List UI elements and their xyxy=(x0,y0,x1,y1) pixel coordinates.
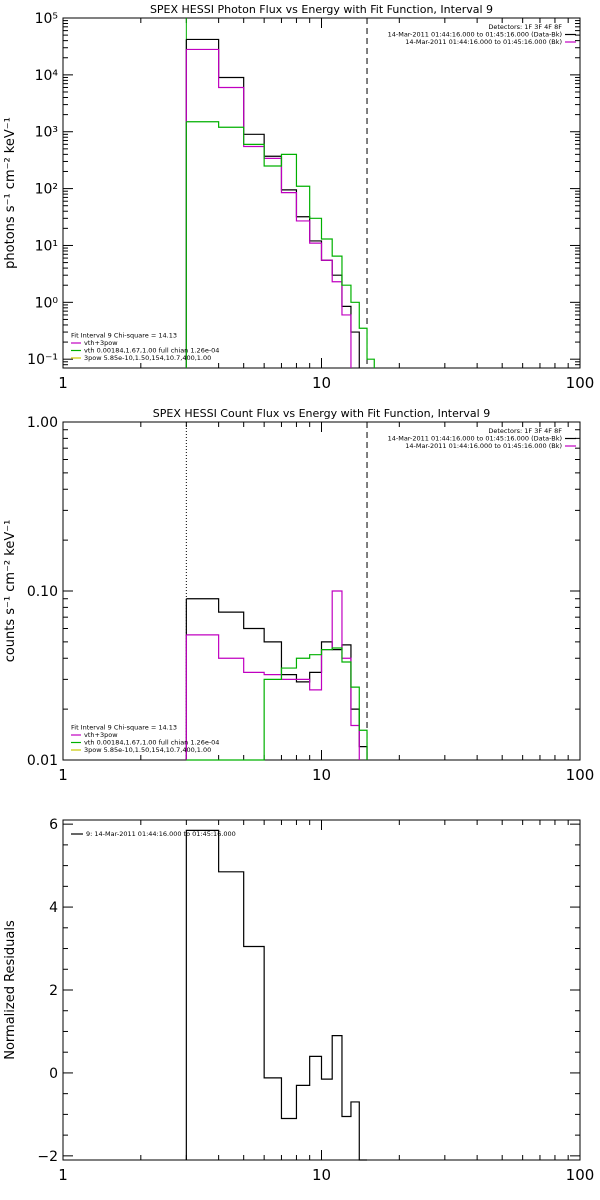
x-tick-label: 1 xyxy=(58,766,68,784)
y-tick-label: 0 xyxy=(49,1066,58,1082)
y-tick-label: 10² xyxy=(35,182,58,198)
legend-entry: 14-Mar-2011 01:44:16.000 to 01:45:16.000… xyxy=(405,442,562,450)
legend-entry: 14-Mar-2011 01:44:16.000 to 01:45:16.000… xyxy=(388,435,562,443)
plot-frame xyxy=(62,819,581,1161)
legend-entry: Detectors: 1F 3F 4F 8F xyxy=(488,427,562,435)
y-tick-label: 10⁵ xyxy=(35,11,58,27)
y-tick-label: 1.00 xyxy=(27,415,58,431)
y-axis-label: counts s⁻¹ cm⁻² keV⁻¹ xyxy=(3,520,18,663)
chart-panel-3: Normalized Residuals 1 10 100 −2 0 2 4 6 9: 14-Ma… xyxy=(3,817,594,1184)
plot-frame xyxy=(62,17,581,369)
y-tick-label: 0.01 xyxy=(27,753,58,769)
y-axis-label: Normalized Residuals xyxy=(3,920,18,1060)
y-axis-label: photons s⁻¹ cm⁻² keV⁻¹ xyxy=(3,117,18,269)
legend-entry: Detectors: 1F 3F 4F 8F xyxy=(488,23,562,31)
histogram-series-3 xyxy=(186,121,375,368)
x-tick-label: 100 xyxy=(566,1166,595,1184)
histogram-series-2 xyxy=(186,590,360,760)
x-tick-label: 10 xyxy=(312,766,331,784)
chart-title: SPEX HESSI Photon Flux vs Energy with Fi… xyxy=(150,3,493,16)
chart-panel-1: SPEX HESSI Photon Flux vs Energy with Fi… xyxy=(3,3,594,392)
x-tick-label: 10 xyxy=(312,374,331,392)
y-tick-label: 10¹ xyxy=(35,238,58,254)
x-tick-label: 100 xyxy=(566,374,595,392)
legend-entry: 14-Mar-2011 01:44:16.000 to 01:45:16.000… xyxy=(388,31,562,39)
y-tick-label: 6 xyxy=(49,817,58,833)
y-tick-label: 10⁴ xyxy=(35,68,59,84)
legend-entry: vth 0.00184,1.67,1.00 full chian 1.26e-0… xyxy=(84,347,219,355)
histogram-series-3 xyxy=(186,647,368,761)
chart-title: SPEX HESSI Count Flux vs Energy with Fit… xyxy=(153,407,490,420)
legend-entry: vth 0.00184,1.67,1.00 full chian 1.26e-0… xyxy=(84,739,219,747)
plot-frame xyxy=(62,421,581,761)
y-tick-label: 0.10 xyxy=(27,584,58,600)
legend-entry: vth+3pow xyxy=(84,339,118,347)
x-tick-label: 1 xyxy=(58,1166,68,1184)
legend-entry: 3pow 5.85e-10,1.50,154,10.7,400,1.00 xyxy=(84,354,211,362)
histogram-series-2 xyxy=(186,48,352,368)
histogram-series-1 xyxy=(186,38,360,368)
chart-panel-2: SPEX HESSI Count Flux vs Energy with Fit… xyxy=(3,407,594,784)
y-tick-label: 10³ xyxy=(35,125,58,141)
legend-entry: 14-Mar-2011 01:44:16.000 to 01:45:16.000… xyxy=(405,38,562,46)
x-tick-label: 10 xyxy=(312,1166,331,1184)
x-tick-label: 100 xyxy=(566,766,595,784)
x-tick-label: 1 xyxy=(58,374,68,392)
y-tick-label: 10⁰ xyxy=(35,295,59,311)
legend-entry: vth+3pow xyxy=(84,731,118,739)
y-tick-label: −2 xyxy=(37,1149,58,1165)
legend-entry: Fit Interval 9 Chi-square = 14.13 xyxy=(71,724,177,732)
legend-entry: 9: 14-Mar-2011 01:44:16.000 to 01:45:16.… xyxy=(86,830,236,838)
y-tick-label: 4 xyxy=(49,900,58,916)
y-tick-label: 2 xyxy=(49,983,58,999)
legend-entry: 3pow 5.85e-10,1.50,154,10.7,400,1.00 xyxy=(84,746,211,754)
y-tick-label: 10⁻¹ xyxy=(27,352,58,368)
histogram-series-1 xyxy=(185,829,368,1161)
legend-entry: Fit Interval 9 Chi-square = 14.13 xyxy=(71,332,177,340)
